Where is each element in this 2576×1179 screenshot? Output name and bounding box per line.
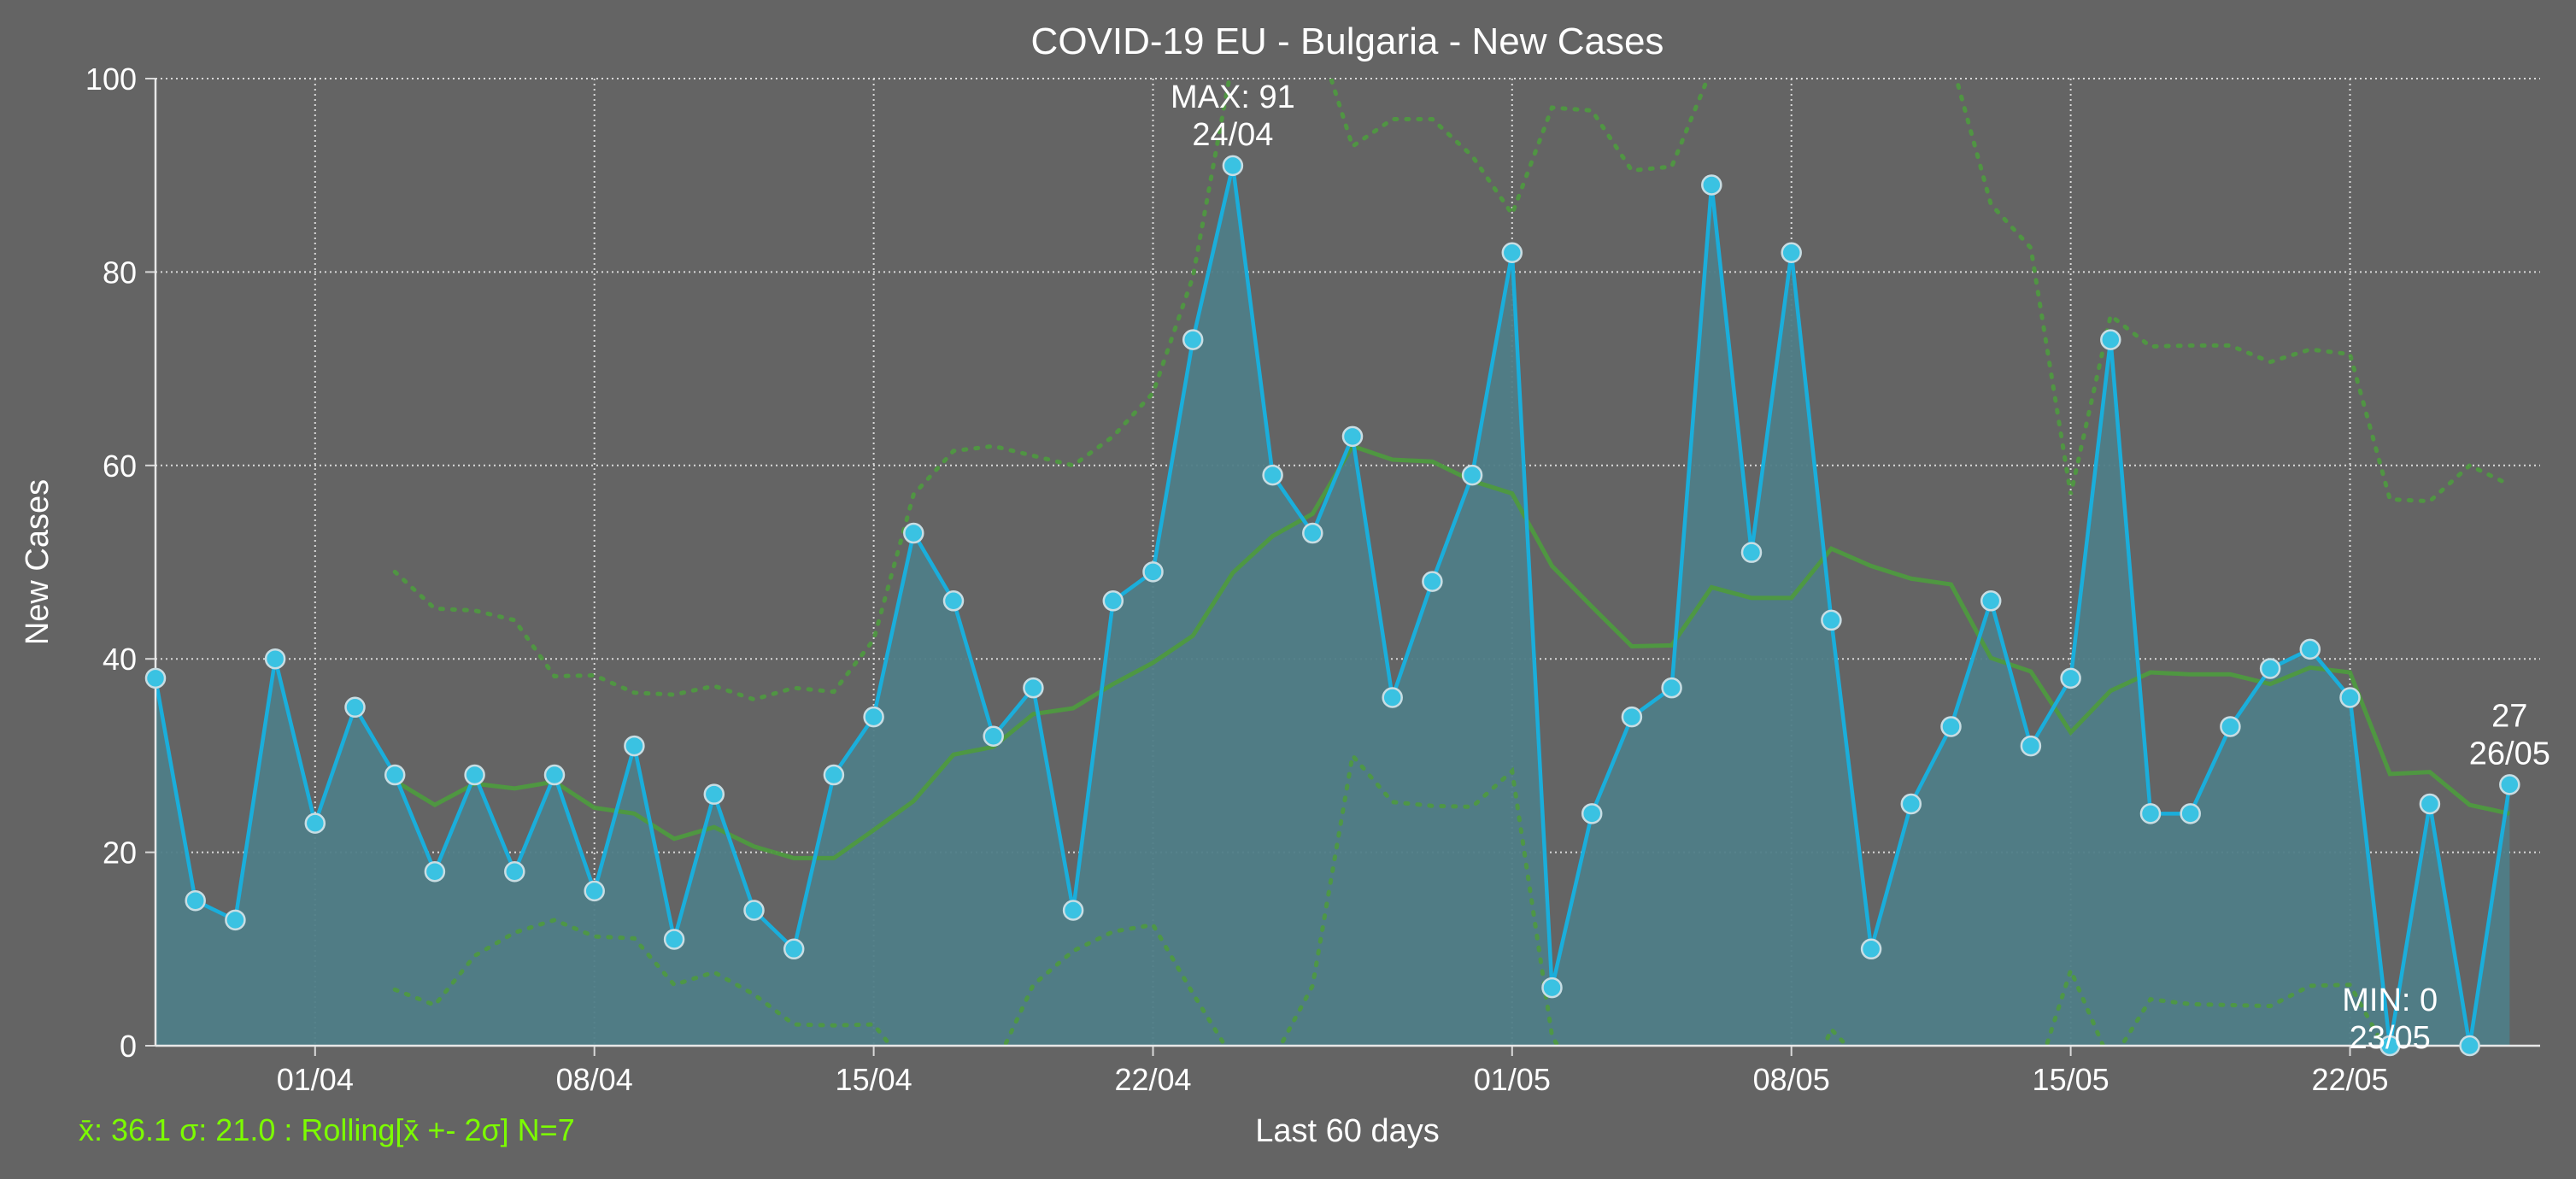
plot-area xyxy=(155,79,2512,1046)
data-point xyxy=(1661,677,1682,699)
x-tick-label: 15/05 xyxy=(2033,1062,2110,1097)
data-point xyxy=(1501,242,1523,264)
x-tick-label: 01/04 xyxy=(277,1062,354,1097)
data-point xyxy=(783,938,805,960)
data-point xyxy=(2379,1035,2401,1057)
max-annotation-date: 24/04 xyxy=(1192,117,1273,153)
data-markers xyxy=(144,155,2520,1057)
data-point xyxy=(2139,803,2162,824)
data-point xyxy=(2220,716,2241,737)
data-point xyxy=(1023,677,1044,699)
x-axis-label: Last 60 days xyxy=(1255,1113,1439,1149)
data-point xyxy=(2339,687,2361,708)
data-point xyxy=(1701,174,1722,196)
data-point xyxy=(304,812,326,834)
rolling-mean-line xyxy=(393,443,2510,860)
data-point xyxy=(504,860,525,883)
data-point xyxy=(1142,561,1164,583)
y-tick-label: 20 xyxy=(103,836,137,871)
data-point xyxy=(225,909,246,931)
data-point xyxy=(2100,329,2121,350)
data-point xyxy=(2180,803,2201,824)
data-point xyxy=(1940,716,1962,737)
last-annotation-value: 27 xyxy=(2491,698,2527,734)
data-point xyxy=(384,764,406,786)
data-point xyxy=(1900,793,1922,815)
data-point xyxy=(624,735,645,757)
data-point xyxy=(543,764,566,786)
data-point xyxy=(144,667,167,689)
data-point xyxy=(424,860,446,883)
data-point xyxy=(185,889,206,912)
data-point xyxy=(703,783,725,805)
data-point xyxy=(1461,464,1483,486)
data-point xyxy=(2419,793,2441,815)
data-point xyxy=(1382,687,1403,708)
x-tick-label: 22/05 xyxy=(2311,1062,2388,1097)
data-point xyxy=(1262,464,1283,486)
data-point xyxy=(264,648,286,670)
data-point xyxy=(1182,329,1204,350)
chart-title: COVID-19 EU - Bulgaria - New Cases xyxy=(1031,21,1664,62)
data-point xyxy=(1422,571,1443,592)
data-point xyxy=(823,764,845,786)
data-point xyxy=(903,522,924,544)
band-lower-line xyxy=(392,750,2386,1046)
band-upper-line xyxy=(392,79,2512,702)
area-fill xyxy=(155,165,2510,1046)
stats-footer: x̄: 36.1 σ: 21.0 : Rolling[x̄ +- 2σ] N=7 xyxy=(79,1112,575,1147)
y-tick-label: 80 xyxy=(103,255,137,290)
data-point xyxy=(2459,1035,2480,1057)
data-point xyxy=(584,880,605,902)
data-point xyxy=(1302,522,1323,544)
data-point xyxy=(1102,590,1124,612)
x-tick-label: 08/05 xyxy=(1753,1062,1830,1097)
data-point xyxy=(1781,242,1802,264)
x-tick-label: 15/04 xyxy=(836,1062,912,1097)
data-point xyxy=(464,764,485,786)
y-tick-label: 40 xyxy=(103,642,137,677)
data-point xyxy=(2060,667,2081,689)
data-point xyxy=(1860,938,1882,960)
data-point xyxy=(663,929,685,950)
data-point xyxy=(1821,609,1842,631)
data-point xyxy=(942,590,965,612)
data-point xyxy=(2299,638,2321,660)
axes: 0 20 40 60 80 100 01/04 08/04 15/04 22/04 01/05 08/… xyxy=(85,62,2540,1097)
data-point xyxy=(1541,977,1563,999)
data-point xyxy=(1980,590,2002,612)
x-tick-label: 22/04 xyxy=(1114,1062,1191,1097)
y-tick-label: 60 xyxy=(103,449,137,484)
data-point xyxy=(344,696,366,719)
data-point xyxy=(1222,155,1244,177)
x-tick-label: 08/04 xyxy=(556,1062,633,1097)
y-tick-label: 100 xyxy=(85,62,137,97)
min-annotation-date: 23/05 xyxy=(2350,1020,2431,1056)
data-point xyxy=(1621,706,1643,728)
data-point xyxy=(983,725,1004,748)
last-annotation-date: 26/05 xyxy=(2469,736,2550,771)
max-annotation-value: MAX: 91 xyxy=(1171,79,1295,115)
data-point xyxy=(1581,803,1603,824)
data-point xyxy=(1062,900,1084,921)
min-annotation-value: MIN: 0 xyxy=(2342,982,2438,1018)
y-axis-label: New Cases xyxy=(20,479,56,645)
data-point xyxy=(863,706,884,728)
data-point xyxy=(2259,658,2281,679)
data-point xyxy=(1341,425,1364,448)
data-point xyxy=(743,900,765,921)
new-cases-line xyxy=(155,163,2512,1046)
data-point xyxy=(2499,774,2520,795)
y-tick-label: 0 xyxy=(120,1029,137,1064)
data-point xyxy=(1740,542,1763,563)
x-tick-label: 01/05 xyxy=(1474,1062,1551,1097)
data-point xyxy=(2020,735,2042,757)
